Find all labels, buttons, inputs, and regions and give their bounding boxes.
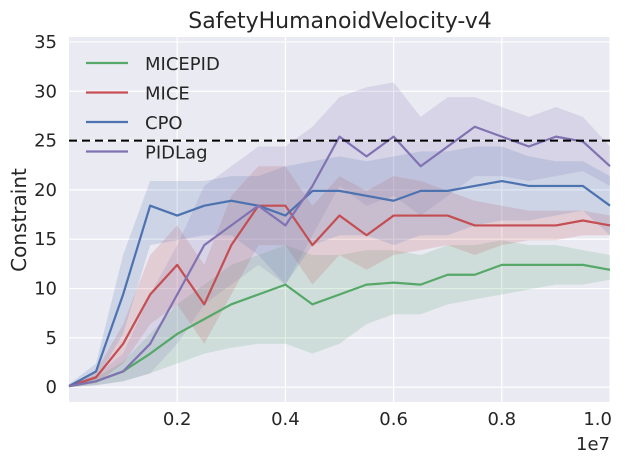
- line-mice: [68, 204, 611, 388]
- x-tick-label: 0.2: [163, 409, 192, 430]
- y-tick-labels: 0 5 10 15 20 25 30 35: [34, 32, 57, 398]
- grid: [69, 37, 611, 402]
- legend-label-cpo: CPO: [145, 113, 183, 134]
- x-tick-label: 0.6: [379, 409, 408, 430]
- y-tick-label: 15: [34, 229, 57, 250]
- y-tick-label: 0: [46, 377, 57, 398]
- x-tick-label: 0.4: [271, 409, 300, 430]
- x-tick-labels: 0.2 0.4 0.6 0.8 1.0: [163, 409, 612, 430]
- y-tick-label: 20: [34, 180, 57, 201]
- y-tick-label: 10: [34, 279, 57, 300]
- legend: MICEPID MICE CPO PIDLag: [86, 54, 220, 164]
- y-tick-label: 30: [34, 81, 57, 102]
- line-micepid: [68, 263, 611, 388]
- band-pidlag: [69, 82, 610, 388]
- legend-label-pidlag: PIDLag: [145, 143, 208, 164]
- line-cpo: [68, 179, 611, 388]
- band-micepid: [69, 240, 610, 388]
- plot-background: [69, 37, 610, 402]
- x-scale-label: 1e7: [576, 434, 610, 455]
- y-tick-label: 35: [34, 32, 57, 53]
- series-lines: [68, 125, 611, 388]
- x-tick-label: 0.8: [487, 409, 516, 430]
- chart-title: SafetyHumanoidVelocity-v4: [188, 9, 492, 34]
- y-axis-label: Constraint: [7, 168, 31, 272]
- legend-label-micepid: MICEPID: [145, 54, 220, 75]
- band-mice: [69, 166, 610, 388]
- x-tick-label: 1.0: [583, 409, 612, 430]
- legend-label-mice: MICE: [145, 84, 190, 105]
- y-tick-label: 25: [34, 131, 57, 152]
- y-tick-label: 5: [46, 328, 57, 349]
- line-pidlag: [68, 125, 611, 388]
